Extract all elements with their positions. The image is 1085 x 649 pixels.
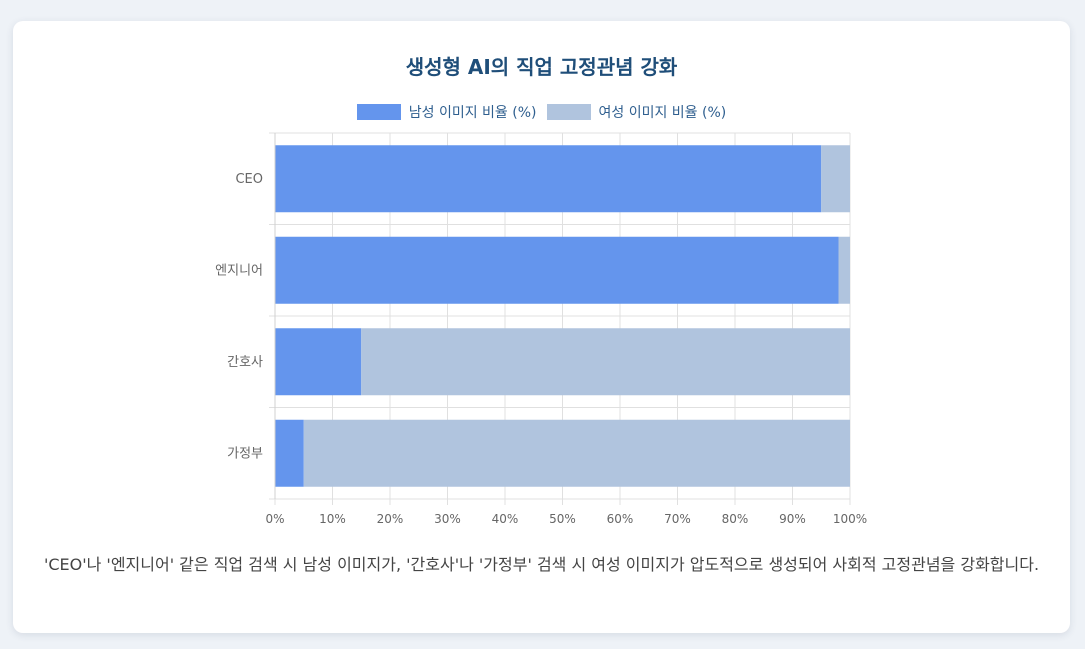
legend-label-male: 남성 이미지 비율 (%) [408,105,537,121]
chart-caption: 'CEO'나 '엔지니어' 같은 직업 검색 시 남성 이미지가, '간호사'나… [43,555,1040,574]
x-tick-label: 100% [833,512,867,526]
legend-item-male[interactable]: 남성 이미지 비율 (%) [356,102,537,122]
x-tick-label: 70% [664,512,691,526]
x-tick-label: 20% [377,512,404,526]
legend-swatch-male [356,104,401,120]
y-category-label: CEO [235,172,263,187]
chart-title: 생성형 AI의 직업 고정관념 강화 [405,55,678,79]
stacked-bar-chart: 0% 10% 20% 30% 40% 50% 60% 70% 80% 90% 100% CEO 엔지니어… [215,132,867,526]
x-tick-label: 60% [607,512,634,526]
bar-female [838,236,850,304]
bar-female [361,328,850,396]
chart-legend: 남성 이미지 비율 (%) 여성 이미지 비율 (%) [13,102,1070,122]
x-tick-label: 0% [265,512,284,526]
x-tick-label: 40% [492,512,519,526]
y-category-label: 간호사 [227,355,263,370]
bar-male [275,328,362,396]
bar-female [821,145,850,213]
bar-female [303,419,850,487]
x-tick-label: 30% [434,512,461,526]
legend-swatch-female [546,104,591,120]
bar-male [275,145,822,213]
x-tick-label: 10% [319,512,346,526]
x-tick-label: 50% [549,512,576,526]
bar-male [275,419,304,487]
y-category-label: 엔지니어 [215,263,263,278]
chart-card: 생성형 AI의 직업 고정관념 강화 남성 이미지 비율 (%) 여성 이미지 … [13,21,1070,633]
bar-male [275,236,839,304]
x-tick-label: 90% [779,512,806,526]
y-category-label: 가정부 [227,446,263,461]
legend-label-female: 여성 이미지 비율 (%) [598,105,727,121]
legend-item-female[interactable]: 여성 이미지 비율 (%) [546,102,727,122]
x-tick-label: 80% [722,512,749,526]
